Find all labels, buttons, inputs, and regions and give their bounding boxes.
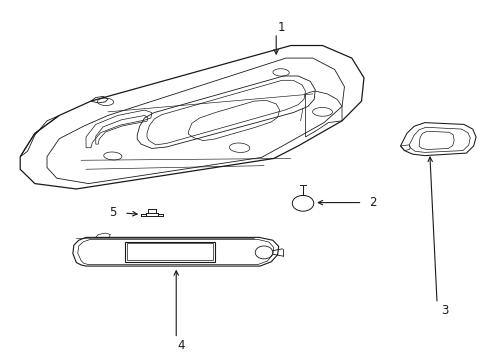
Text: 1: 1 — [277, 21, 284, 34]
Text: 3: 3 — [440, 305, 447, 318]
Text: 5: 5 — [109, 207, 117, 220]
Text: 2: 2 — [368, 196, 376, 209]
Text: 4: 4 — [177, 339, 184, 352]
